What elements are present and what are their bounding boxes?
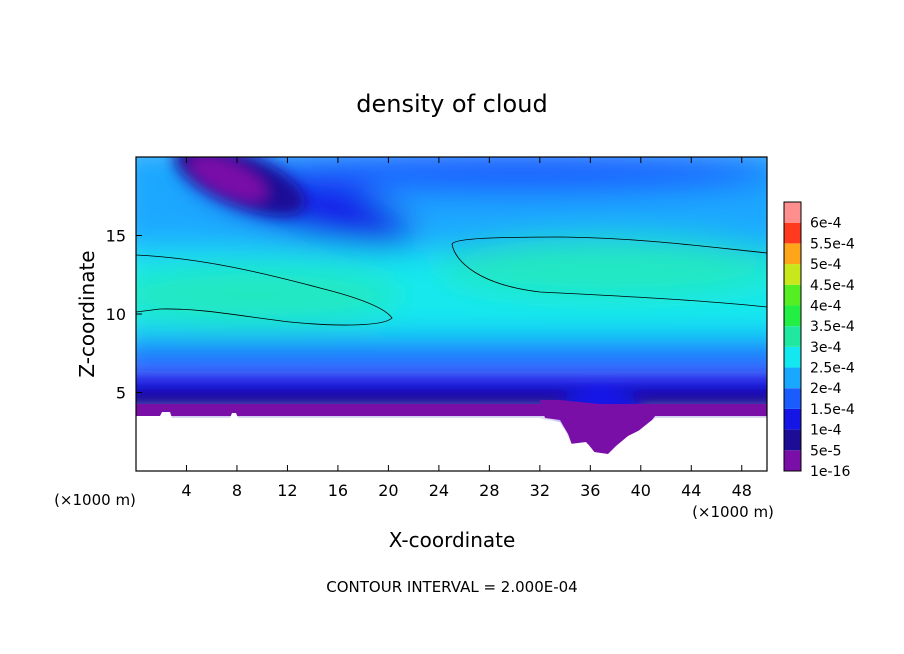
colorbar-swatch — [784, 222, 801, 244]
colorbar-swatch — [784, 388, 801, 409]
colorbar-swatch — [784, 305, 801, 327]
colorbar-label: 3e-4 — [810, 340, 842, 356]
y-tick-label: 10 — [106, 305, 126, 324]
y-tick-label: 5 — [116, 384, 126, 403]
min-core — [189, 157, 267, 201]
x-tick-label: 24 — [429, 481, 449, 500]
x-axis: 4 8 12 16 20 24 28 32 36 40 44 48 — [181, 157, 752, 500]
colorbar-label: 5e-5 — [810, 443, 841, 459]
y-unit-label: (×1000 m) — [54, 491, 136, 509]
contour-right — [451, 236, 767, 308]
x-axis-title: X-coordinate — [389, 528, 516, 552]
colorbar-swatch — [784, 450, 801, 471]
x-tick-label: 40 — [631, 481, 651, 500]
colorbar-swatch — [784, 326, 801, 347]
x-tick-label: 4 — [181, 481, 191, 500]
colorbar-frame — [783, 201, 802, 472]
colorbar-swatch — [784, 367, 801, 389]
colorbar: 1e-16 5e-5 1e-4 1.5e-4 2e-4 2.5e-4 3e-4 3.5e-4 4… — [783, 201, 855, 480]
x-tick-label: 36 — [580, 481, 600, 500]
colorbar-label: 3.5e-4 — [810, 319, 855, 335]
density-field — [136, 157, 767, 471]
x-tick-label: 16 — [328, 481, 348, 500]
colorbar-label: 2.5e-4 — [810, 361, 855, 377]
colorbar-label: 4e-4 — [810, 298, 842, 314]
cloud-layer-left — [136, 265, 405, 325]
x-tick-label: 12 — [277, 481, 297, 500]
colorbar-swatch — [784, 429, 801, 451]
colorbar-label: 1e-4 — [810, 423, 842, 439]
x-tick-label: 48 — [732, 481, 752, 500]
chart-title: density of cloud — [356, 90, 547, 118]
colorbar-label: 5e-4 — [810, 257, 842, 273]
y-axis: 5 10 15 — [106, 227, 142, 403]
colorbar-swatch — [784, 408, 801, 430]
colorbar-swatch — [784, 346, 801, 368]
contour-left — [136, 254, 393, 326]
colorbar-label: 5.5e-4 — [810, 236, 855, 252]
colorbar-label: 6e-4 — [810, 216, 842, 232]
field-valley-fill — [540, 400, 660, 454]
colorbar-swatch — [784, 202, 801, 223]
colorbar-label: 1e-16 — [810, 464, 850, 480]
contour-interval-note: CONTOUR INTERVAL = 2.000E-04 — [326, 578, 577, 596]
colorbar-label: 4.5e-4 — [810, 278, 855, 294]
x-unit-label: (×1000 m) — [692, 503, 774, 521]
x-tick-label: 20 — [378, 481, 398, 500]
field-bottom-fill — [136, 404, 767, 416]
terrain-mask — [136, 412, 767, 471]
dry-band-top-right — [260, 157, 767, 194]
cloud-layer-right — [435, 238, 767, 298]
x-tick-label: 8 — [232, 481, 242, 500]
colorbar-label: 2e-4 — [810, 381, 842, 397]
y-tick-label: 15 — [106, 227, 126, 246]
x-tick-label: 28 — [479, 481, 499, 500]
y-axis-title: Z-coordinate — [75, 250, 99, 377]
colorbar-label: 1.5e-4 — [810, 402, 855, 418]
x-tick-label: 44 — [681, 481, 701, 500]
colorbar-swatch — [784, 284, 801, 306]
colorbar-swatch — [784, 264, 801, 285]
x-tick-label: 32 — [530, 481, 550, 500]
colorbar-swatch — [784, 243, 801, 265]
